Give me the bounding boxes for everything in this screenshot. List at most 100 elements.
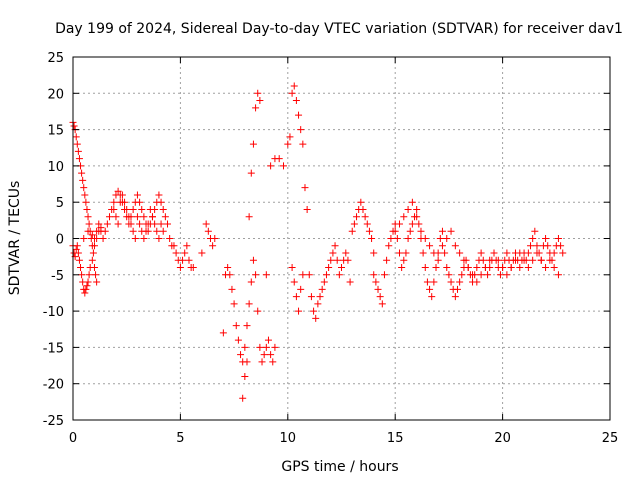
data-point bbox=[383, 256, 391, 264]
data-point bbox=[499, 264, 507, 272]
data-point bbox=[365, 227, 373, 235]
data-point bbox=[346, 278, 354, 286]
data-point bbox=[262, 343, 270, 351]
data-point bbox=[380, 271, 388, 279]
data-point bbox=[531, 227, 539, 235]
data-point bbox=[112, 213, 120, 221]
data-point bbox=[533, 242, 541, 250]
data-point bbox=[209, 242, 217, 250]
data-point bbox=[342, 249, 350, 257]
data-point bbox=[307, 293, 315, 301]
data-point bbox=[344, 256, 352, 264]
data-point bbox=[243, 358, 251, 366]
data-point bbox=[542, 235, 550, 242]
data-point bbox=[473, 264, 481, 272]
data-point bbox=[408, 220, 416, 228]
data-point bbox=[157, 220, 165, 228]
data-point bbox=[395, 220, 403, 228]
data-point bbox=[453, 285, 461, 293]
data-point bbox=[142, 227, 150, 235]
data-point bbox=[110, 205, 118, 213]
data-point bbox=[408, 198, 416, 206]
data-point bbox=[404, 235, 412, 242]
data-point bbox=[70, 122, 78, 130]
data-point bbox=[372, 278, 380, 286]
data-point bbox=[241, 343, 249, 351]
data-point bbox=[559, 249, 567, 257]
data-point bbox=[290, 82, 298, 90]
data-point bbox=[183, 242, 191, 250]
data-point bbox=[252, 104, 260, 112]
x-tick-label: 5 bbox=[176, 431, 184, 446]
data-point bbox=[421, 264, 429, 272]
data-point bbox=[77, 264, 85, 272]
x-axis: 0 5 10 15 20 25 bbox=[69, 57, 618, 446]
data-point bbox=[415, 220, 423, 228]
data-point bbox=[357, 198, 365, 206]
data-point bbox=[144, 220, 152, 228]
data-point bbox=[320, 278, 328, 286]
y-tick-label: 0 bbox=[56, 233, 64, 248]
data-point bbox=[486, 256, 494, 264]
data-point bbox=[241, 372, 249, 380]
data-point bbox=[155, 235, 163, 242]
data-point bbox=[434, 256, 442, 264]
data-point bbox=[533, 249, 541, 257]
data-point bbox=[503, 271, 511, 279]
data-point bbox=[86, 264, 94, 272]
data-point bbox=[288, 89, 296, 97]
data-point bbox=[385, 242, 393, 250]
data-point bbox=[106, 213, 114, 221]
data-point bbox=[335, 271, 343, 279]
data-point bbox=[441, 249, 449, 257]
data-point bbox=[245, 213, 253, 221]
data-point bbox=[524, 264, 532, 272]
data-point bbox=[125, 213, 133, 221]
y-tick-label: -10 bbox=[43, 305, 64, 320]
data-point bbox=[370, 249, 378, 257]
data-point bbox=[271, 343, 279, 351]
data-point bbox=[477, 271, 485, 279]
data-point bbox=[211, 235, 219, 242]
data-point bbox=[443, 235, 451, 242]
data-point bbox=[546, 256, 554, 264]
data-point bbox=[78, 271, 86, 279]
data-point bbox=[387, 235, 395, 242]
data-point bbox=[331, 242, 339, 250]
data-point bbox=[99, 235, 107, 242]
data-point bbox=[254, 307, 262, 315]
data-point bbox=[327, 256, 335, 264]
data-point bbox=[438, 242, 446, 250]
data-point bbox=[428, 293, 436, 301]
y-tick-label: 5 bbox=[56, 196, 64, 211]
data-point bbox=[224, 264, 232, 272]
data-point bbox=[458, 271, 466, 279]
data-point bbox=[529, 256, 537, 264]
data-point bbox=[511, 256, 519, 264]
data-point bbox=[155, 191, 163, 199]
data-point bbox=[82, 198, 90, 206]
data-point bbox=[73, 140, 81, 148]
y-tick-label: 20 bbox=[47, 87, 64, 102]
data-point bbox=[267, 162, 275, 170]
data-point bbox=[391, 227, 399, 235]
data-point bbox=[74, 249, 82, 257]
data-point bbox=[333, 256, 341, 264]
data-point bbox=[413, 205, 421, 213]
chart-title: Day 199 of 2024, Sidereal Day-to-day VTE… bbox=[55, 21, 623, 37]
data-point bbox=[131, 235, 139, 242]
data-point bbox=[402, 249, 410, 257]
data-point bbox=[118, 191, 126, 199]
data-point bbox=[237, 351, 245, 359]
data-point bbox=[350, 220, 358, 228]
data-point bbox=[310, 307, 318, 315]
data-point bbox=[181, 249, 189, 257]
data-point bbox=[542, 264, 550, 272]
data-point bbox=[78, 169, 86, 177]
data-point bbox=[234, 336, 242, 344]
data-point bbox=[189, 264, 197, 272]
x-tick-label: 0 bbox=[69, 431, 77, 446]
data-point bbox=[151, 220, 159, 228]
